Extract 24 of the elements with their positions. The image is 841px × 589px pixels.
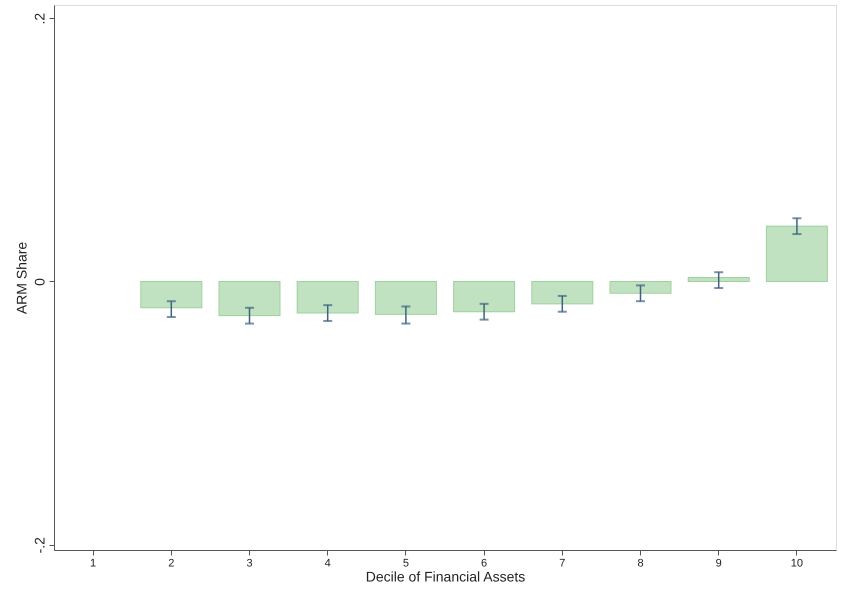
- x-tick-label: 4: [324, 558, 331, 570]
- x-tick-label: 7: [559, 558, 566, 570]
- bar: [531, 280, 594, 304]
- bar: [688, 277, 750, 282]
- bar: [610, 280, 672, 294]
- bar: [140, 280, 202, 308]
- x-axis-title: Decile of Financial Assets: [366, 568, 526, 584]
- y-tick-label: .2: [32, 12, 48, 25]
- y-axis-title: ARM Share: [14, 242, 30, 314]
- y-tick-label: 0: [32, 278, 48, 286]
- x-tick-label: 2: [168, 558, 174, 570]
- bar: [453, 280, 516, 312]
- bar: [218, 280, 280, 316]
- x-tick-label: 10: [790, 558, 804, 570]
- x-tick-label: 1: [90, 558, 96, 570]
- x-tick-label: 8: [637, 558, 644, 570]
- bar: [296, 280, 359, 314]
- bar: [374, 280, 437, 315]
- x-tick-label: 3: [246, 558, 253, 570]
- x-tick-label: 9: [716, 558, 722, 570]
- x-tick-label: 6: [481, 558, 488, 570]
- y-tick-label: -.2: [32, 536, 48, 554]
- x-tick-label: 5: [402, 558, 409, 570]
- bar: [766, 226, 828, 282]
